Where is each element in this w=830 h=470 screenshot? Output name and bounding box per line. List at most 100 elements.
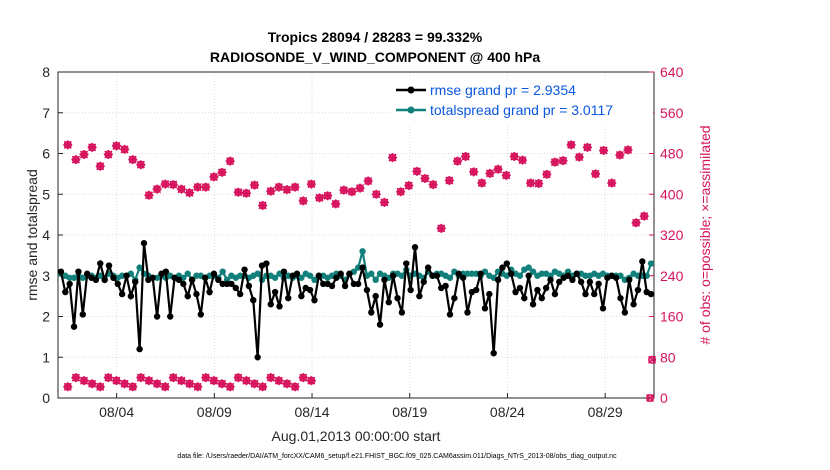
rmse-point xyxy=(599,305,607,312)
obs-assimilated-marker-low xyxy=(136,373,146,383)
y2-tick-label: 240 xyxy=(660,268,684,284)
y2-tick-label: 400 xyxy=(660,186,684,202)
rmse-point xyxy=(398,309,406,316)
x-tick-label: 08/24 xyxy=(490,404,525,420)
obs-assimilated-marker xyxy=(558,156,568,166)
obs-assimilated-marker xyxy=(63,140,73,150)
obs-assimilated-marker xyxy=(71,155,81,165)
rmse-point xyxy=(333,274,340,281)
totalspread-point xyxy=(311,276,318,284)
obs-assimilated-marker-low xyxy=(71,373,81,383)
obs-assimilated-marker xyxy=(323,191,333,201)
obs-assimilated-marker-low xyxy=(209,376,219,386)
rmse-point xyxy=(499,264,506,271)
rmse-point xyxy=(538,294,545,302)
rmse-point xyxy=(241,266,248,273)
obs-assimilated-marker-low xyxy=(282,379,292,389)
obs-assimilated-marker xyxy=(339,185,349,195)
rmse-point xyxy=(123,272,130,279)
rmse-point xyxy=(494,276,502,284)
rmse-point xyxy=(542,284,550,292)
rmse-point xyxy=(473,286,480,294)
obs-assimilated-marker-low xyxy=(193,382,203,392)
rmse-point xyxy=(639,258,646,265)
rmse-point xyxy=(184,292,191,300)
obs-assimilated-marker xyxy=(314,193,324,203)
totalspread-point xyxy=(254,270,261,277)
rmse-point xyxy=(573,270,580,277)
obs-assimilated-marker-low xyxy=(298,373,308,383)
rmse-point xyxy=(254,354,261,361)
obs-assimilated-marker xyxy=(566,140,576,150)
totalspread-point xyxy=(398,272,406,279)
obs-assimilated-marker xyxy=(87,142,97,152)
rmse-point xyxy=(280,268,288,275)
totalspread-point xyxy=(193,272,200,279)
obs-assimilated-marker xyxy=(144,190,154,200)
rmse-point xyxy=(433,272,441,279)
rmse-point xyxy=(75,268,82,275)
rmse-point xyxy=(215,276,222,284)
obs-assimilated-marker xyxy=(379,197,389,207)
obs-assimilated-marker xyxy=(420,173,430,183)
totalspread-point xyxy=(368,270,375,277)
rmse-point xyxy=(180,280,187,288)
obs-assimilated-marker xyxy=(103,150,113,160)
rmse-point xyxy=(140,239,148,247)
rmse-point xyxy=(507,270,515,277)
totalspread-point xyxy=(97,272,104,279)
obs-assimilated-marker-low xyxy=(306,376,316,386)
obs-assimilated-marker xyxy=(217,167,227,177)
obs-assimilated-marker xyxy=(250,180,260,190)
rmse-point xyxy=(372,292,379,300)
totalspread-point xyxy=(271,274,279,281)
x-tick-label: 08/14 xyxy=(295,404,330,420)
legend-marker-rmse xyxy=(407,86,415,94)
rmse-point xyxy=(149,274,156,281)
obs-assimilated-marker xyxy=(623,145,633,155)
legend-box xyxy=(390,80,653,124)
rmse-point xyxy=(591,290,598,298)
y2-tick-label: 320 xyxy=(660,227,684,243)
totalspread-point xyxy=(582,272,589,279)
rmse-point xyxy=(582,290,589,298)
obs-assimilated-marker xyxy=(371,189,381,199)
rmse-point xyxy=(630,301,637,308)
obs-assimilated-marker xyxy=(79,150,89,160)
rmse-point xyxy=(477,270,484,277)
rmse-point xyxy=(525,272,532,279)
obs-assimilated-marker-low xyxy=(201,373,211,383)
obs-assimilated-marker xyxy=(209,172,219,182)
x-tick-label: 08/19 xyxy=(392,404,427,420)
rmse-point xyxy=(429,272,436,279)
rmse-point xyxy=(62,288,69,296)
obs-assimilated-marker xyxy=(120,144,130,154)
rmse-point xyxy=(569,276,576,284)
rmse-point xyxy=(617,294,624,302)
y2-axis-label: # of obs: o=possible; ×=assimilated xyxy=(697,125,713,344)
rmse-point xyxy=(245,282,253,290)
obs-assimilated-marker-low xyxy=(274,376,284,386)
rmse-point xyxy=(79,311,86,318)
obs-assimilated-marker xyxy=(298,196,308,206)
obs-assimilated-marker xyxy=(509,152,519,162)
y-axis-label: rmse and totalspread xyxy=(24,169,40,301)
rmse-point xyxy=(193,290,200,298)
obs-assimilated-marker xyxy=(185,188,195,198)
obs-assimilated-marker xyxy=(290,182,300,192)
rmse-point xyxy=(175,276,183,284)
rmse-point xyxy=(381,276,388,284)
totalspread-point xyxy=(468,270,476,277)
y-tick-label: 4 xyxy=(42,227,50,243)
obs-assimilated-marker-low xyxy=(217,379,227,389)
totalspread-point xyxy=(236,272,244,279)
rmse-point xyxy=(455,270,462,277)
obs-assimilated-marker xyxy=(176,184,186,194)
totalspread-point xyxy=(306,272,314,279)
obs-assimilated-marker xyxy=(128,155,138,165)
legend: rmse grand pr = 2.9354 totalspread grand… xyxy=(390,80,653,124)
obs-assimilated-marker xyxy=(493,164,503,174)
rmse-point xyxy=(70,323,78,330)
y2-tick-label: 160 xyxy=(660,309,684,325)
